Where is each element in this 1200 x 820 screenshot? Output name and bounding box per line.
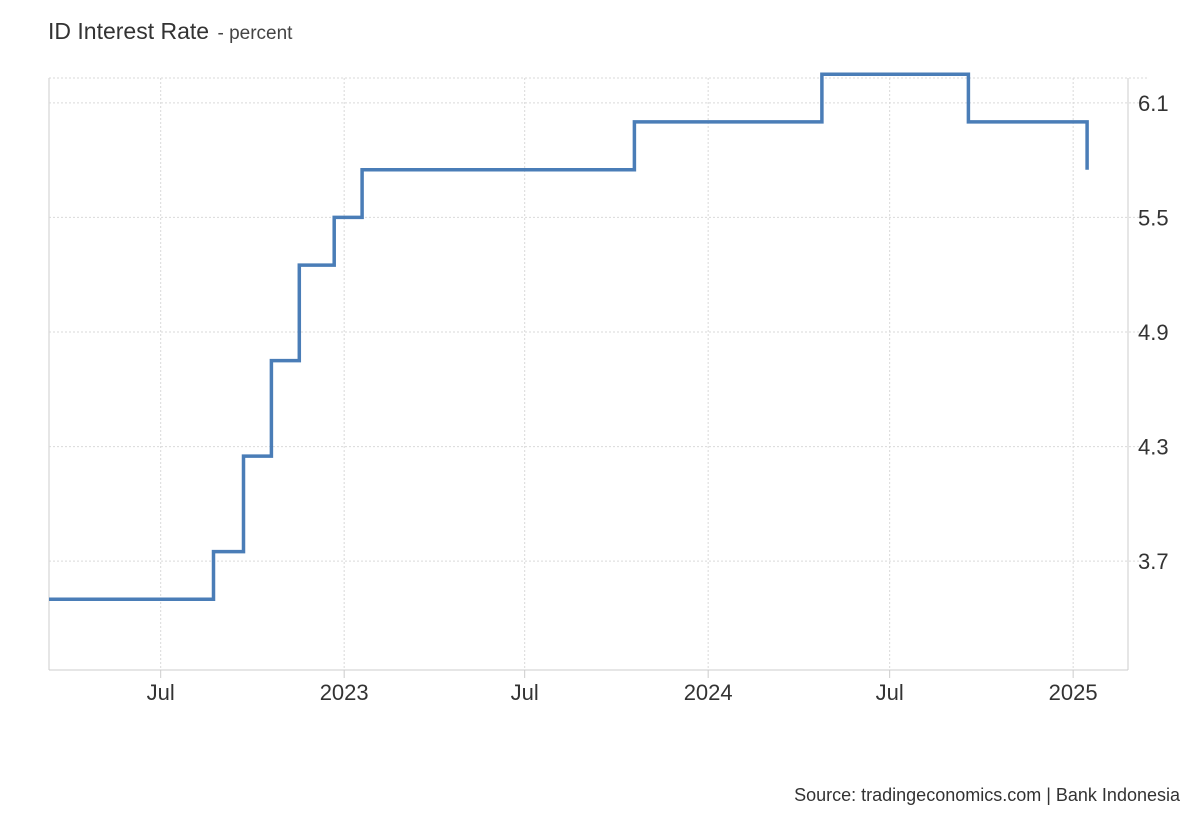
y-tick-label: 6.1: [1138, 91, 1169, 116]
x-tick-label: Jul: [876, 680, 904, 705]
x-tick-label: Jul: [511, 680, 539, 705]
chart-title: ID Interest Rate - percent: [48, 18, 292, 45]
x-tick-label: 2025: [1049, 680, 1098, 705]
y-tick-label: 3.7: [1138, 549, 1169, 574]
series-line: [49, 72, 1089, 602]
x-tick-label: 2023: [320, 680, 369, 705]
x-tick-label: 2024: [684, 680, 733, 705]
chart-unit: - percent: [217, 23, 293, 44]
y-tick-label: 4.9: [1138, 320, 1169, 345]
y-tick-label: 5.5: [1138, 205, 1169, 230]
chart-title-text: ID Interest Rate: [48, 18, 210, 44]
source-note: Source: tradingeconomics.com | Bank Indo…: [794, 785, 1180, 805]
y-tick-label: 4.3: [1138, 435, 1169, 460]
x-tick-label: Jul: [147, 680, 175, 705]
